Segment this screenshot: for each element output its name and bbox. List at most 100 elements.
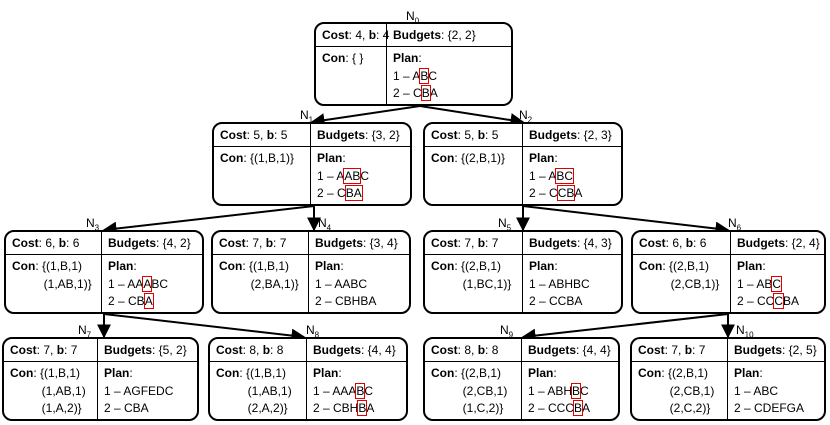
node-label-index: 5 (506, 223, 512, 233)
budgets-value: {3, 4} (369, 236, 398, 250)
cost-value: 8 (464, 343, 472, 357)
con-cell: Con: {(1,B,1) (2,BA,1)} (213, 254, 308, 312)
con-label: Con (219, 259, 243, 273)
con-value: (1,AB,1)} (43, 276, 92, 291)
node-box-n10: Cost: 7, b: 7 Budgets: {2, 5} Con: {(2,B,1… (630, 337, 826, 421)
plan-heading: Plan: (734, 366, 763, 380)
node-header-row: Cost: 5, b: 5 Budgets: {3, 2} (214, 124, 410, 147)
con-value: {(1,B,1)} (250, 151, 295, 165)
con-line: (2,CB,1) (638, 383, 715, 401)
edge-n2-n6 (522, 205, 730, 236)
con-text: Con: {(2,B,1) (2,CB,1)} (639, 258, 719, 293)
plan-prefix: 1 – AB (737, 276, 773, 291)
plan-label: Plan (734, 366, 760, 380)
plan-heading: Plan: (393, 51, 422, 65)
budgets-value: {5, 2} (158, 343, 187, 357)
node-label-index: 1 (308, 115, 314, 125)
node-header-row: Cost: 7, b: 7 Budgets: {2, 5} (632, 339, 824, 362)
cost-value: 8 (249, 343, 257, 357)
cost-label: Cost (219, 236, 246, 250)
node-header-row: Cost: 6, b: 6 Budgets: {2, 4} (633, 232, 824, 255)
plan-text: Plan: 1 – ABC 2 – CCCBA (737, 258, 799, 311)
cost-text: Cost: 6, b: 6 (639, 236, 707, 250)
b-label: b (265, 236, 274, 250)
plan-line: 1 – ABC (737, 275, 799, 294)
node-label-n10: N10 (736, 323, 754, 339)
con-text: Con: {(2,B,1) (2,CB,1) (1,C,2)} (431, 365, 507, 418)
con-cell: Con: {(1,B,1)} (214, 146, 310, 204)
con-line: Con: {(1,B,1) (216, 366, 287, 380)
plan-prefix: 1 – AAA (313, 383, 357, 398)
con-value: (1,A,2)} (41, 401, 82, 415)
cost-label: Cost (638, 343, 665, 357)
plan-label: Plan (313, 366, 339, 380)
plan-cell: Plan: 1 – ABHBC 2 – CCBA (522, 254, 621, 312)
con-value: (1,BC,1)} (462, 276, 512, 291)
plan-prefix: 1 – ABH (528, 383, 573, 398)
conflict-highlight: C (771, 275, 783, 292)
node-label-n7: N7 (78, 323, 91, 339)
node-label-letter: N (318, 216, 327, 230)
con-cell: Con: {(1,B,1) (1,AB,1) (1,A,2)} (4, 361, 97, 419)
plan-suffix: C (580, 383, 589, 398)
b-label: b (477, 236, 486, 250)
con-label: Con (220, 151, 244, 165)
plan-text: Plan: 1 – AABC 2 – CBHBA (315, 258, 376, 311)
cost-text: Cost: 7, b: 7 (431, 236, 499, 250)
budgets-value: {4, 4} (582, 343, 611, 357)
budgets-text: Budgets: {3, 4} (315, 236, 398, 250)
plan-prefix: 1 – A (529, 168, 557, 183)
b-label: b (477, 128, 486, 142)
con-cell: Con: {(1,B,1) (1,AB,1) (2,A,2)} (210, 361, 306, 419)
cost-text: Cost: 4, b: 4 (322, 28, 390, 42)
con-line: (1,AB,1)} (12, 276, 92, 294)
plan-cell: Plan: 1 – AAABC 2 – CBA (101, 254, 202, 312)
b-value: 7 (491, 236, 499, 250)
budgets-text: Budgets: {4, 2} (108, 236, 191, 250)
plan-suffix: A (582, 401, 591, 415)
conflict-highlight: B (357, 400, 368, 416)
plan-text: Plan: 1 – AAABC 2 – CBA (108, 258, 168, 311)
budgets-cell: Budgets: {4, 4} (521, 339, 618, 361)
cost-label: Cost (431, 128, 458, 142)
plan-line: 2 – CCCBA (528, 400, 590, 418)
con-line: Con: {(1,B,1) (10, 366, 81, 380)
cost-cell: Cost: 5, b: 5 (214, 124, 310, 146)
con-cell: Con: {(1,B,1) (1,AB,1)} (6, 254, 101, 312)
plan-suffix: C (360, 168, 370, 183)
cost-value: 5 (253, 128, 261, 142)
b-label: b (56, 343, 65, 357)
plan-label: Plan (529, 151, 555, 165)
node-label-index: 4 (326, 223, 332, 233)
plan-line: 1 – ABC (734, 383, 804, 401)
plan-cell: Plan: 1 – AABC 2 – CBA (310, 146, 410, 204)
node-box-n5: Cost: 7, b: 7 Budgets: {4, 3} Con: {(2,B,1… (423, 230, 623, 314)
plan-cell: Plan: 1 – AGFEDC 2 – CBA (97, 361, 197, 419)
plan-text: Plan: 1 – ABC 2 – CDEFGA (734, 365, 804, 418)
node-body-row: Con: {(2,B,1)} Plan: 1 – ABC 2 – CCBA (425, 146, 621, 204)
node-header-row: Cost: 7, b: 7 Budgets: {3, 4} (213, 232, 409, 255)
con-line: (1,AB,1) (10, 383, 86, 401)
cost-label: Cost (220, 128, 247, 142)
cost-value: 7 (43, 343, 51, 357)
con-text: Con: { } (322, 50, 363, 68)
cost-cell: Cost: 8, b: 8 (210, 339, 306, 361)
plan-line: 2 – CDEFGA (734, 400, 804, 418)
node-body-row: Con: {(2,B,1) (2,CB,1) (2,C,2)} Plan: 1 – … (632, 361, 824, 419)
plan-line: 2 – CCBA (529, 185, 582, 203)
node-label-index: 0 (414, 16, 420, 26)
cost-cell: Cost: 6, b: 6 (633, 232, 730, 254)
cost-cell: Cost: 6, b: 6 (6, 232, 101, 254)
con-value: {(1,B,1) (42, 259, 83, 273)
b-label: b (266, 128, 275, 142)
plan-heading: Plan: (529, 151, 558, 165)
b-value: 6 (72, 236, 80, 250)
node-label-n9: N9 (500, 323, 513, 339)
b-label: b (262, 343, 271, 357)
cost-value: 6 (672, 236, 680, 250)
budgets-text: Budgets: {2, 3} (529, 128, 612, 142)
budgets-value: {4, 3} (583, 236, 612, 250)
con-label: Con (216, 366, 240, 380)
con-line: (1,AB,1) (216, 383, 292, 401)
con-value: { } (352, 51, 364, 65)
